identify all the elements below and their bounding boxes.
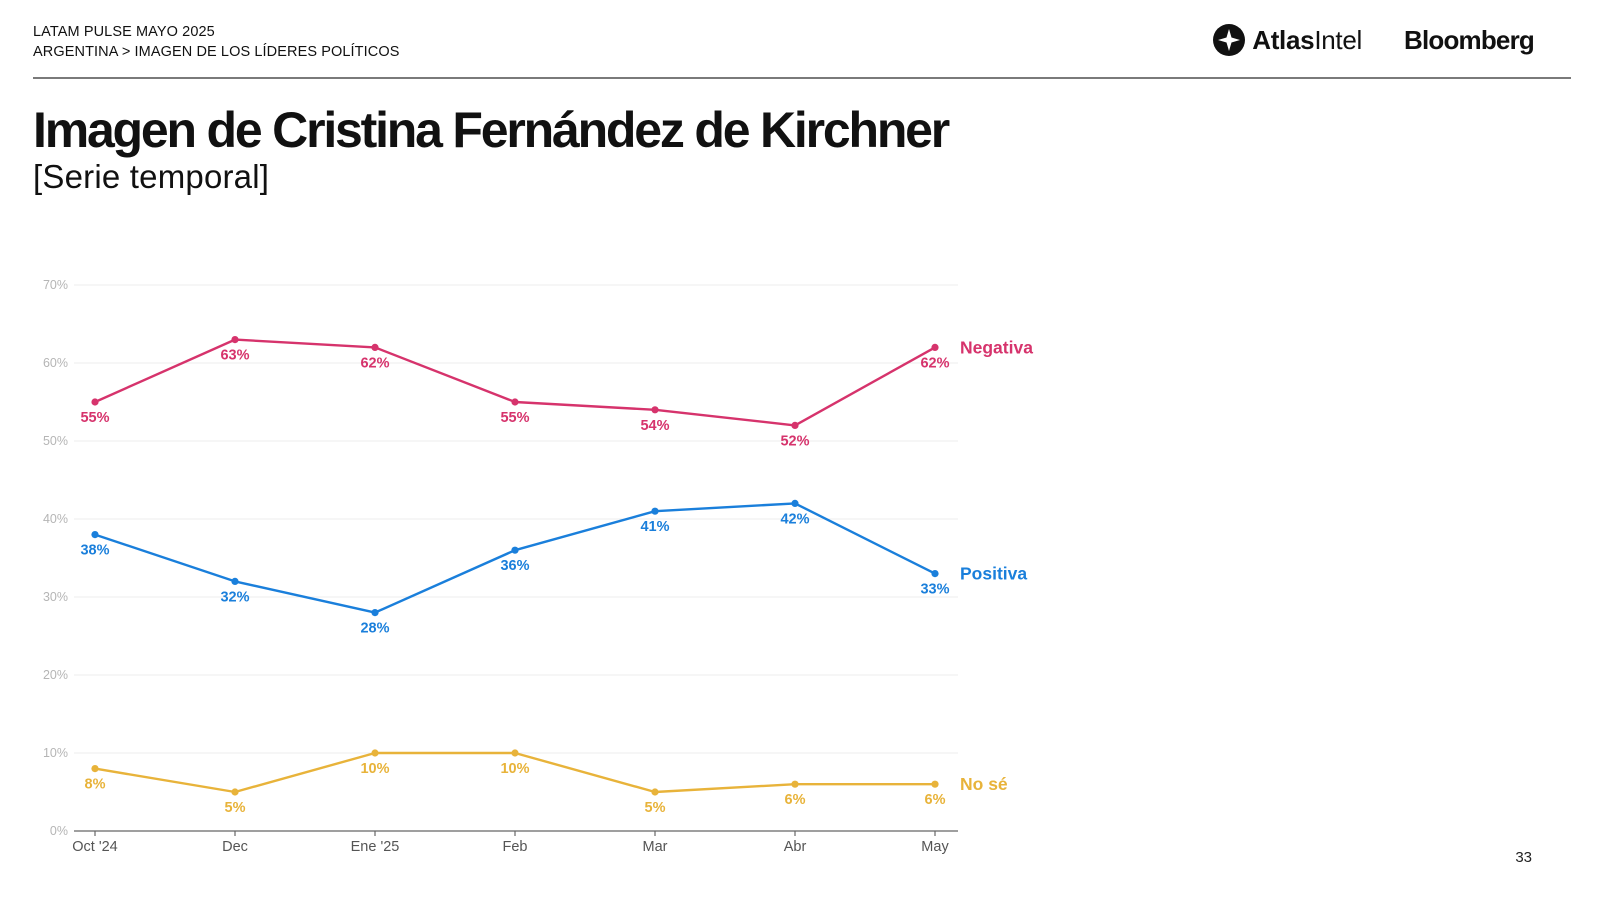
x-tick-label: Ene '25 [351,839,400,855]
x-tick-label: Dec [222,839,248,855]
series-name-label: No sé [960,774,1008,794]
data-point [511,749,519,757]
data-point [651,507,659,515]
page-title: Imagen de Cristina Fernández de Kirchner [33,102,950,158]
data-point [371,749,379,757]
data-label: 8% [85,777,106,793]
bloomberg-logo: Bloomberg [1403,24,1535,55]
atlasintel-logo: AtlasIntel [1212,23,1362,57]
data-point [511,546,519,554]
breadcrumb: ARGENTINA > IMAGEN DE LOS LÍDERES POLÍTI… [33,44,400,60]
data-label: 38% [80,543,109,559]
y-tick-label: 30% [43,590,68,604]
x-tick-label: Feb [503,839,528,855]
report-header: LATAM PULSE MAYO 2025 ARGENTINA > IMAGEN… [33,22,400,62]
y-tick-label: 60% [43,356,68,370]
x-tick-label: Abr [784,839,807,855]
intel-wordmark: Intel [1314,24,1362,55]
series-name-label: Positiva [960,564,1027,584]
data-label: 5% [645,800,666,816]
data-label: 10% [500,761,529,777]
data-point [931,780,939,788]
data-label: 52% [780,433,809,449]
data-point [511,398,519,406]
data-label: 10% [360,761,389,777]
page-subtitle: [Serie temporal] [33,158,270,195]
data-point [231,577,239,586]
data-point [791,499,799,507]
data-label: 55% [80,410,109,426]
data-label: 54% [640,418,669,434]
data-point [91,398,99,406]
data-point [231,788,239,796]
data-point [371,609,379,617]
data-point [791,780,799,788]
data-label: 33% [920,582,949,598]
data-label: 41% [640,519,669,535]
y-tick-label: 70% [43,278,68,292]
data-label: 55% [500,410,529,426]
data-point [651,406,659,414]
data-point [91,531,99,539]
data-label: 36% [500,558,529,574]
data-label: 42% [780,511,809,527]
brand-logos: AtlasIntel Bloomberg [1212,22,1535,58]
x-tick-label: Oct '24 [72,839,117,855]
y-tick-label: 50% [43,434,68,448]
atlas-wordmark-bold: Atlas [1252,24,1315,55]
x-tick-label: May [921,839,949,855]
data-point [231,336,239,344]
data-point [651,788,659,796]
header-divider [33,77,1571,79]
y-tick-label: 20% [43,668,68,682]
y-tick-label: 40% [43,512,68,526]
report-title-line: LATAM PULSE MAYO 2025 [33,24,215,40]
y-tick-label: 0% [50,824,68,838]
data-point [371,343,379,351]
data-label: 32% [220,589,249,605]
data-label: 63% [220,348,249,364]
data-point [931,570,939,578]
data-label: 6% [785,792,806,808]
data-label: 5% [225,800,246,816]
x-tick-label: Mar [643,839,668,855]
series-name-label: Negativa [960,337,1033,357]
data-label: 28% [360,621,389,637]
page-number: 33 [1515,849,1532,866]
data-label: 6% [925,792,946,808]
data-point [931,343,939,351]
data-label: 62% [920,355,949,371]
data-label: 62% [360,355,389,371]
atlasintel-wordmark: AtlasIntel [1252,25,1362,56]
data-point [91,765,99,773]
atlasintel-logo-icon [1213,24,1246,56]
data-point [791,421,799,429]
y-tick-label: 10% [43,746,68,760]
